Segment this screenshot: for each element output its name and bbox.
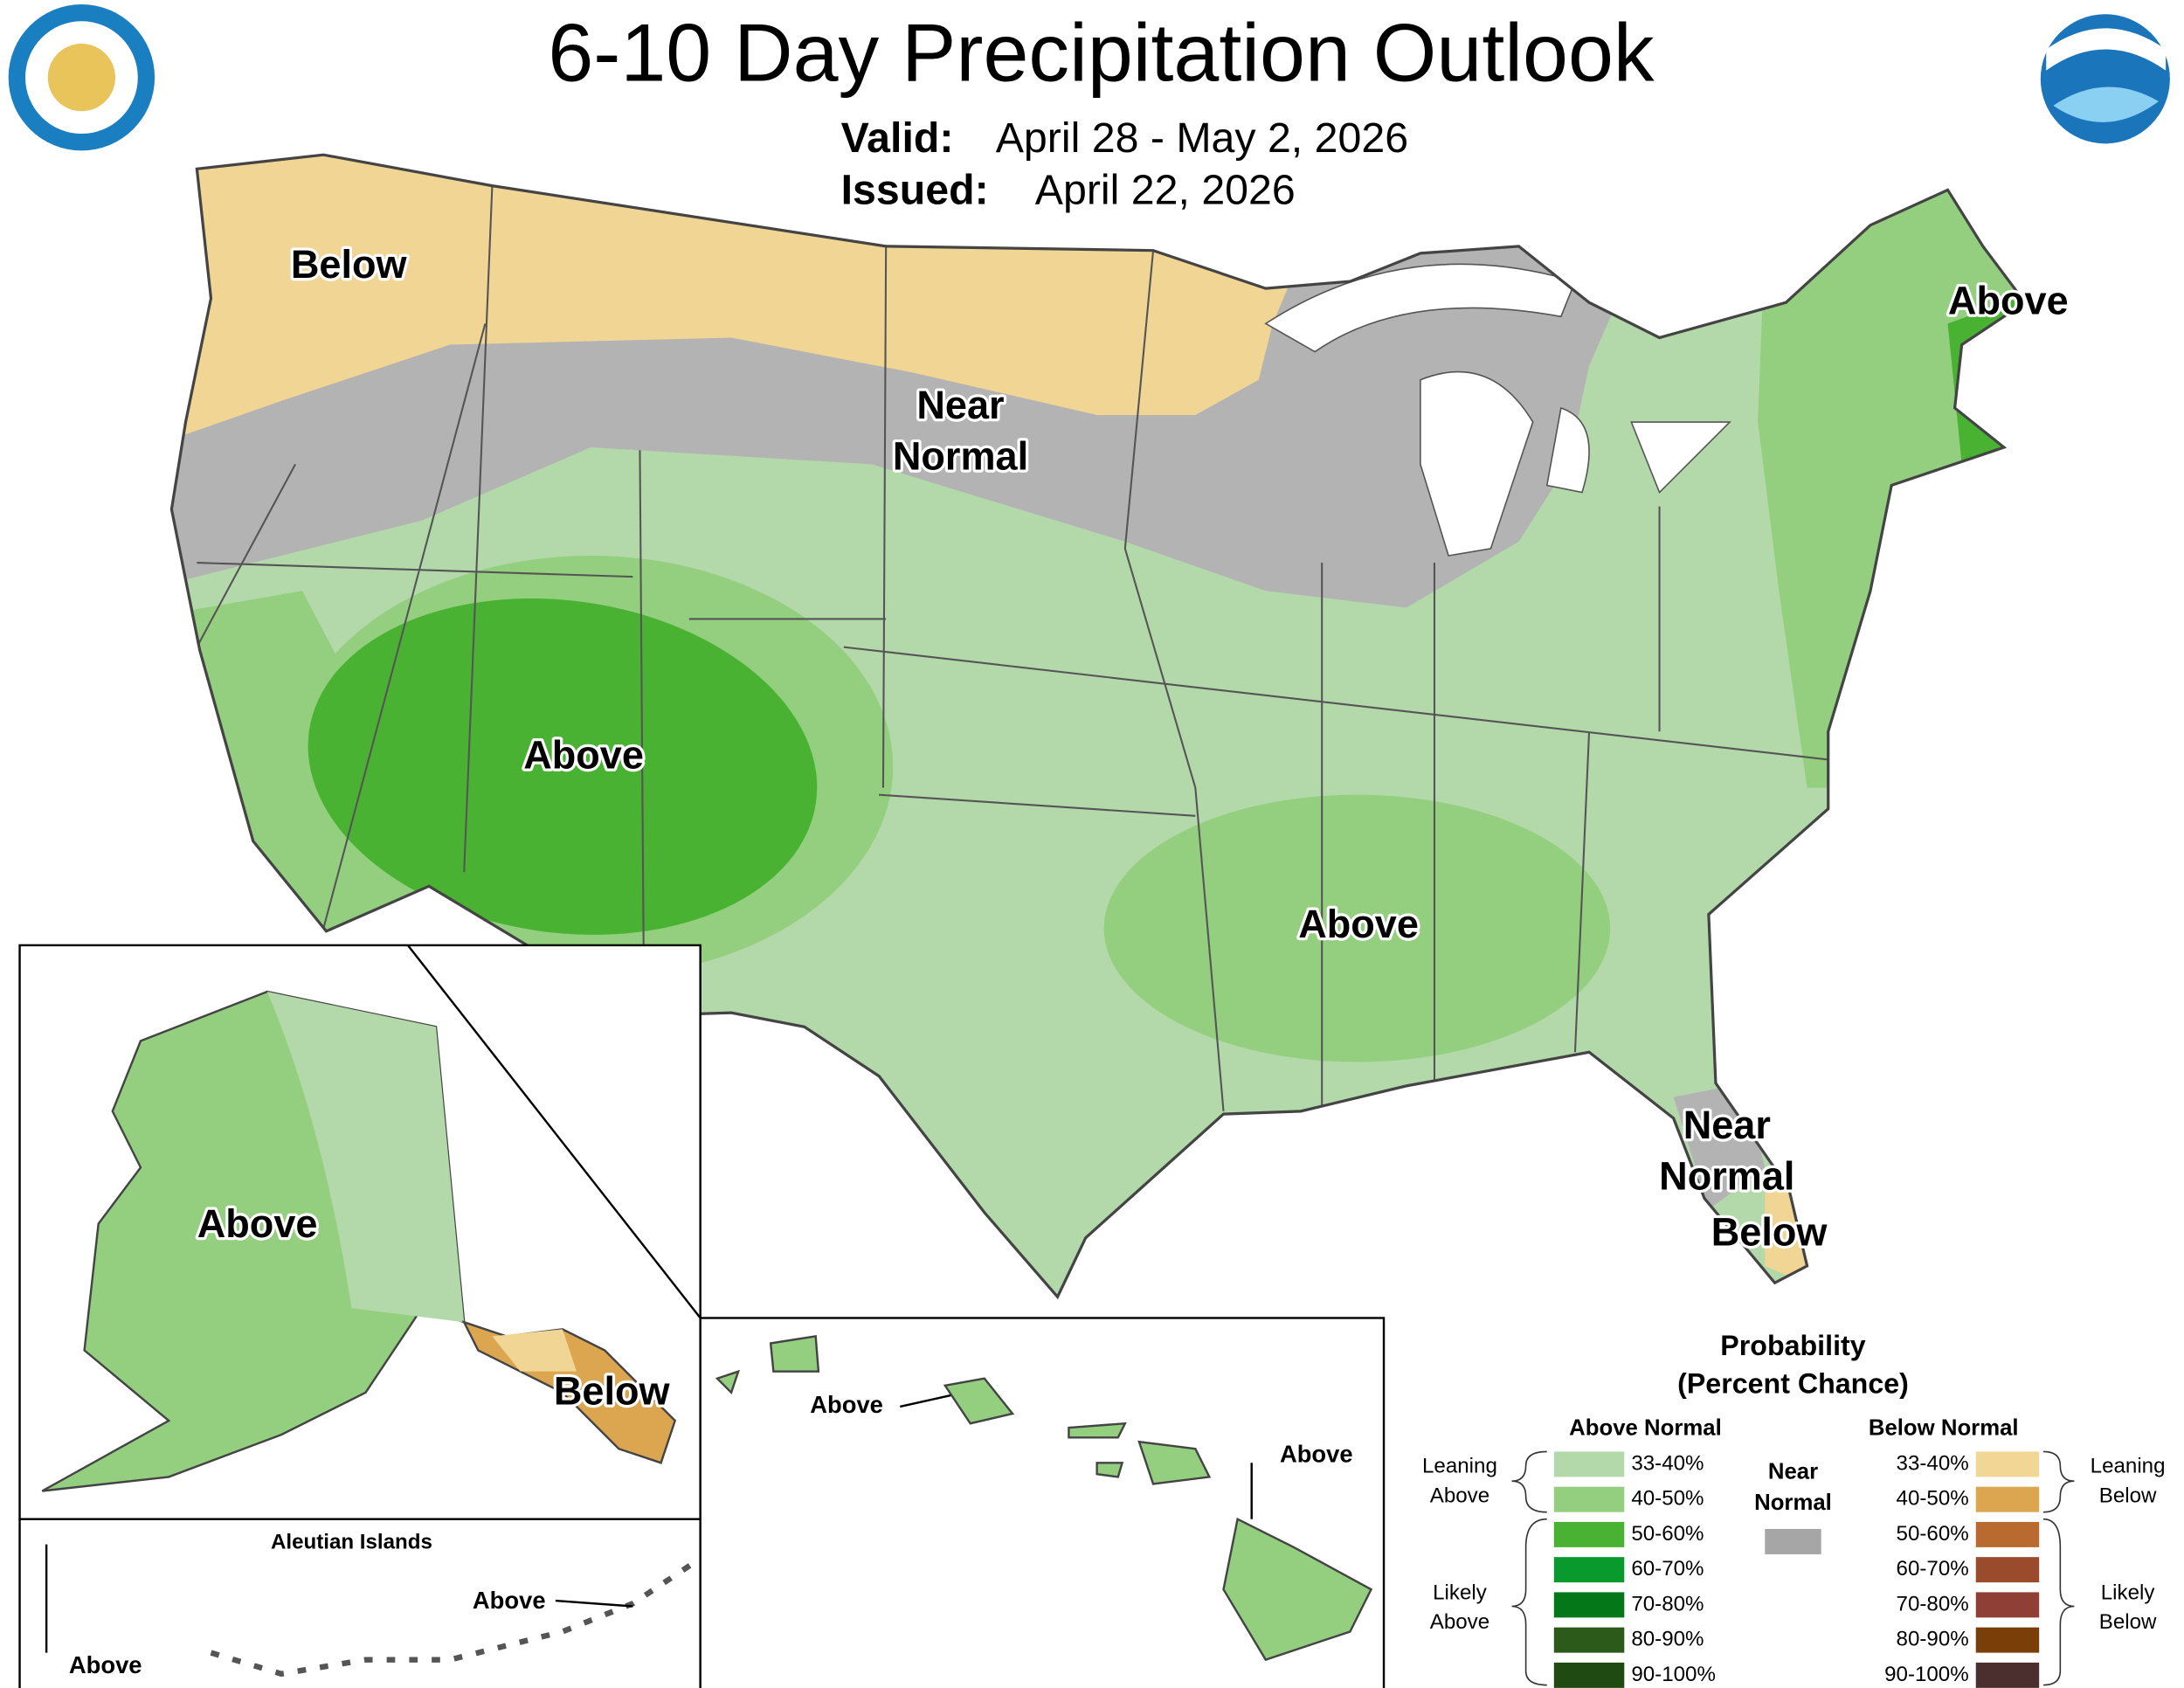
map-label: Above <box>810 1391 883 1418</box>
map-label: Above <box>1280 1440 1353 1467</box>
below-range: 33-40% <box>1897 1451 1969 1475</box>
issued-label: Issued: <box>841 166 989 213</box>
below-swatch <box>1975 1521 2040 1547</box>
legend: Probability (Percent Chance) Above Normal B… <box>1422 1330 2166 1688</box>
below-range: 70-80% <box>1897 1592 1969 1615</box>
brackets <box>1511 1450 2075 1686</box>
bracket-label: Likely <box>1433 1581 1488 1604</box>
near-label: Near <box>1768 1459 1818 1484</box>
above-range: 33-40% <box>1631 1451 1704 1475</box>
bracket-label: Leaning <box>1422 1455 1497 1478</box>
below-swatch <box>1975 1662 2040 1688</box>
above-swatch <box>1553 1557 1625 1583</box>
below-header: Below Normal <box>1869 1415 2019 1440</box>
map-labels: Below Near Normal Above Above Above Near Normal… <box>69 239 2071 1678</box>
near-label: Normal <box>1754 1491 1832 1515</box>
state-borders <box>196 185 1828 1111</box>
bracket-label: Leaning <box>2091 1455 2166 1478</box>
map-label: Above <box>1948 279 2069 323</box>
aleutian-inset: Aleutian Islands <box>18 1518 702 1688</box>
above-swatch <box>1553 1662 1625 1688</box>
below-swatch <box>1975 1592 2040 1618</box>
map-label: Normal <box>893 433 1028 478</box>
map-label: Near <box>1683 1103 1771 1147</box>
above-range: 80-90% <box>1631 1628 1704 1651</box>
map-label: Below <box>554 1368 671 1413</box>
hawaii-inset <box>699 1317 1386 1688</box>
valid-label: Valid: <box>841 114 954 162</box>
bracket-label: Likely <box>2101 1581 2156 1604</box>
above-swatch <box>1553 1451 1625 1477</box>
above-swatch <box>1553 1592 1625 1618</box>
valid-date: April 28 - May 2, 2026 <box>996 114 1408 162</box>
above-range: 40-50% <box>1631 1487 1704 1511</box>
bracket-label: Below <box>2099 1610 2157 1634</box>
near-swatch <box>1765 1528 1821 1554</box>
legend-subtitle: (Percent Chance) <box>1677 1367 1909 1399</box>
aleutian-title: Aleutian Islands <box>271 1530 432 1553</box>
legend-title: Probability <box>1720 1330 1865 1361</box>
commerce-logo <box>8 3 156 151</box>
map-label: Above <box>69 1651 142 1678</box>
map-label: Above <box>473 1587 546 1614</box>
above-range: 50-60% <box>1631 1522 1704 1546</box>
below-swatch <box>1975 1451 2040 1477</box>
map-label: Normal <box>1659 1154 1794 1199</box>
bracket-label: Above <box>1430 1484 1489 1507</box>
below-swatch <box>1975 1486 2040 1512</box>
below-range: 90-100% <box>1884 1663 1969 1686</box>
map-label: Above <box>523 733 644 778</box>
map-label: Above <box>1298 902 1419 946</box>
alaska-inset <box>18 944 702 1520</box>
above-swatch <box>1553 1627 1625 1653</box>
below-swatch <box>1975 1627 2040 1653</box>
below-range: 60-70% <box>1897 1557 1969 1581</box>
title: 6-10 Day Precipitation Outlook <box>548 6 1655 98</box>
below-range: 40-50% <box>1897 1487 1969 1511</box>
above-range: 70-80% <box>1631 1592 1704 1615</box>
above-header: Above Normal <box>1569 1415 1722 1440</box>
above-range: 60-70% <box>1631 1557 1704 1581</box>
map-label: Below <box>291 242 408 287</box>
map-label: Below <box>1711 1209 1828 1254</box>
above-swatch <box>1553 1521 1625 1547</box>
map-label: Above <box>197 1201 318 1246</box>
above-swatch <box>1553 1486 1625 1512</box>
bracket-label: Above <box>1430 1610 1489 1634</box>
issued-date: April 22, 2026 <box>1035 166 1296 213</box>
bracket-label: Below <box>2099 1484 2157 1507</box>
above-range: 90-100% <box>1631 1663 1716 1686</box>
below-swatch <box>1975 1557 2040 1583</box>
map-label: Near <box>916 383 1004 427</box>
below-range: 50-60% <box>1897 1522 1969 1546</box>
below-range: 80-90% <box>1897 1628 1969 1651</box>
noaa-logo <box>2040 14 2170 144</box>
